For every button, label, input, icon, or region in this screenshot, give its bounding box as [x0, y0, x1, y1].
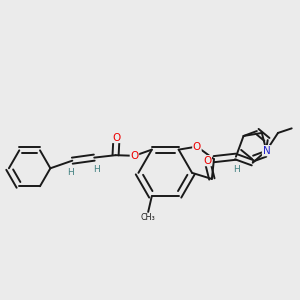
Text: O: O	[203, 156, 212, 166]
Text: O: O	[193, 142, 201, 152]
Text: H: H	[68, 168, 74, 177]
Text: CH₃: CH₃	[141, 213, 155, 222]
Text: O: O	[112, 133, 121, 142]
Text: N: N	[262, 146, 270, 156]
Text: O: O	[130, 151, 139, 161]
Text: H: H	[93, 165, 100, 174]
Text: H: H	[233, 165, 240, 174]
